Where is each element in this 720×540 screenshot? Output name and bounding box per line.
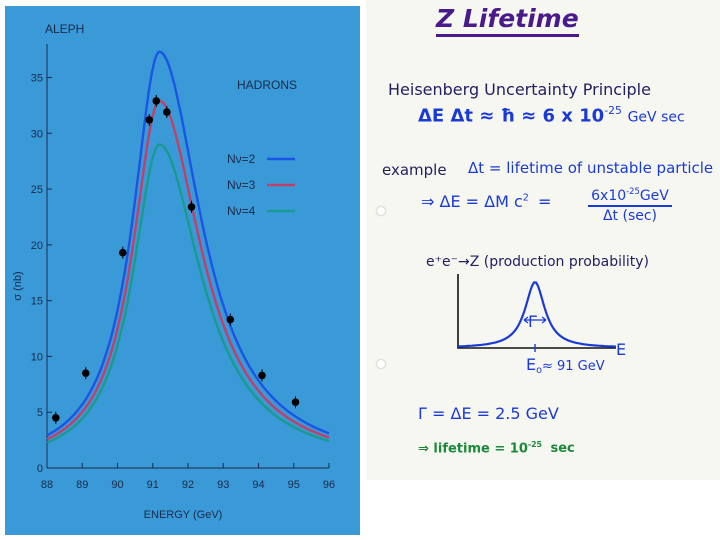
y-tick-label: 5 <box>37 407 43 419</box>
axes-layer: 88 89 90 91 92 93 94 95 96 0 5 10 15 20 25 30 35 <box>31 44 335 491</box>
x-tick-label: 90 <box>111 479 123 491</box>
y-tick-label: 35 <box>31 72 43 84</box>
y-tick-label: 15 <box>31 296 43 308</box>
curves-layer <box>46 50 330 444</box>
punch-hole-bottom <box>377 360 385 368</box>
chart-subtitle: HADRONS <box>237 78 297 92</box>
y-tick-label: 10 <box>31 351 43 363</box>
lifetime-result: ⇒ lifetime = 10-25 sec <box>418 440 575 457</box>
y-tick-label: 30 <box>31 128 43 140</box>
heisenberg-heading: Heisenberg Uncertainty Principle <box>388 80 651 99</box>
y-tick-label: 20 <box>31 240 43 252</box>
data-point <box>226 315 235 324</box>
y-tick-label: 25 <box>31 184 43 196</box>
sketch-gamma-label: Γ <box>528 312 537 331</box>
gamma-equation: Γ = ΔE = 2.5 GeV <box>418 404 559 423</box>
data-point <box>52 413 60 422</box>
example-label: example <box>382 161 447 179</box>
sketch-width-arrow <box>523 316 547 324</box>
x-tick-label: 96 <box>323 479 335 491</box>
data-point <box>258 371 266 380</box>
sketch-axes <box>457 274 616 349</box>
e0-value: Eo≈ 91 GeV <box>526 355 605 376</box>
legend-label: Nν=4 <box>227 204 256 218</box>
lecture-notes-panel: Z Lifetime Heisenberg Uncertainty Princi… <box>366 0 720 480</box>
data-point <box>291 398 300 406</box>
aleph-chart-panel: 88 89 90 91 92 93 94 95 96 0 5 10 15 20 25 30 35 ALEPH H… <box>5 6 360 535</box>
data-points-layer <box>52 94 300 424</box>
x-axis-label: ENERGY (GeV) <box>144 509 223 521</box>
y-axis-label: σ (nb) <box>12 271 24 300</box>
sketch-peak-curve <box>458 281 617 348</box>
data-point <box>152 97 161 105</box>
data-point <box>145 116 154 124</box>
delta-e-fraction: 6x10-25GeV Δt (sec) <box>588 186 672 224</box>
delta-e-definition: ⇒ ΔE = ΔM c2 = <box>421 192 552 211</box>
chart-title: ALEPH <box>45 22 84 36</box>
aleph-hadron-cross-section-chart: 88 89 90 91 92 93 94 95 96 0 5 10 15 20 25 30 35 ALEPH H… <box>12 22 335 521</box>
production-probability-label: e⁺e⁻→Z (production probability) <box>426 254 650 270</box>
x-tick-label: 91 <box>147 479 159 491</box>
breit-wigner-sketch <box>457 274 617 352</box>
x-tick-label: 92 <box>182 479 194 491</box>
legend: Nν=2 Nν=3 Nν=4 <box>227 152 295 218</box>
notes-title: Z Lifetime <box>436 4 579 37</box>
data-point <box>163 108 171 116</box>
x-tick-label: 93 <box>217 479 229 491</box>
sketch-energy-axis-label: E <box>616 340 627 359</box>
series-line-nu-2 <box>46 50 330 437</box>
legend-label: Nν=2 <box>227 152 256 166</box>
y-tick-label: 0 <box>37 463 43 475</box>
x-tick-label: 89 <box>76 479 88 491</box>
uncertainty-relation: ΔE Δt ≈ ħ ≈ 6 x 10-25 GeV sec <box>418 104 685 127</box>
x-tick-label: 95 <box>288 479 300 491</box>
series-line-nu-4 <box>46 143 330 444</box>
delta-t-definition: Δt = lifetime of unstable particle <box>468 159 714 177</box>
legend-label: Nν=3 <box>227 178 256 192</box>
series-line-nu-3 <box>46 99 330 441</box>
data-point <box>118 248 127 257</box>
x-tick-label: 88 <box>41 479 53 491</box>
data-point <box>81 369 90 377</box>
x-tick-label: 94 <box>252 479 264 491</box>
punch-hole-top <box>377 207 385 215</box>
data-point <box>187 203 196 211</box>
